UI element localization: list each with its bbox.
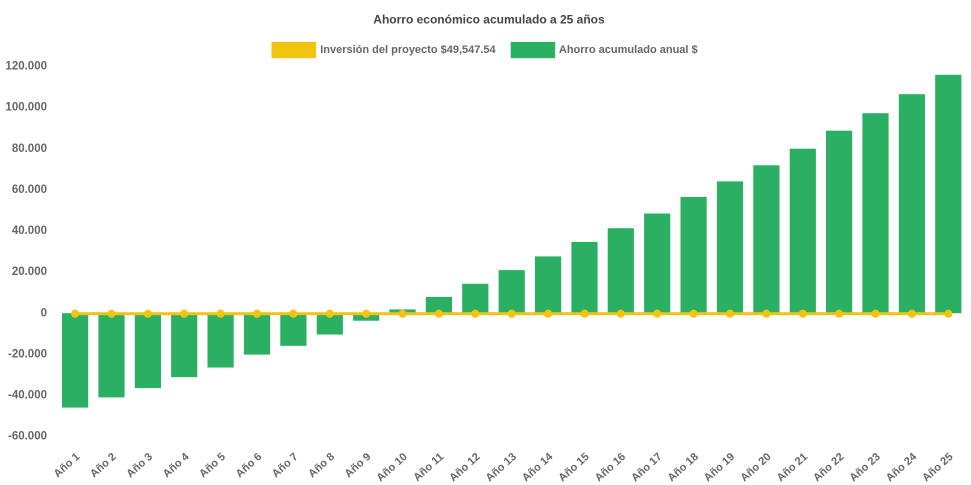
- svg-text:Año 6: Año 6: [234, 451, 265, 480]
- svg-text:Año 16: Año 16: [593, 451, 628, 484]
- svg-text:Año 3: Año 3: [124, 451, 155, 480]
- svg-text:-20.000: -20.000: [8, 348, 47, 360]
- svg-text:-40.000: -40.000: [8, 390, 47, 402]
- svg-text:40.000: 40.000: [12, 225, 47, 237]
- svg-text:Año 19: Año 19: [702, 451, 737, 484]
- svg-text:60.000: 60.000: [12, 184, 47, 196]
- svg-text:Ahorro económico acumulado a 2: Ahorro económico acumulado a 25 años: [373, 13, 605, 27]
- svg-text:Año 13: Año 13: [484, 451, 519, 484]
- svg-text:Año 15: Año 15: [556, 451, 591, 484]
- svg-text:Año 24: Año 24: [884, 450, 920, 484]
- svg-text:100.000: 100.000: [5, 102, 47, 114]
- svg-text:Año 18: Año 18: [666, 451, 701, 484]
- svg-text:Año 21: Año 21: [775, 451, 810, 484]
- svg-text:Inversión del proyecto $49,547: Inversión del proyecto $49,547.54: [320, 44, 496, 56]
- svg-text:Año 12: Año 12: [447, 451, 482, 484]
- svg-text:Año 8: Año 8: [306, 451, 337, 480]
- svg-text:Año 7: Año 7: [270, 451, 301, 480]
- svg-text:20.000: 20.000: [12, 266, 47, 278]
- svg-text:Año 4: Año 4: [161, 450, 192, 480]
- svg-text:0: 0: [41, 307, 47, 319]
- svg-text:Ahorro acumulado anual $: Ahorro acumulado anual $: [559, 44, 698, 56]
- svg-text:Año 17: Año 17: [629, 451, 664, 484]
- svg-text:Año 14: Año 14: [520, 450, 556, 484]
- svg-text:Año 5: Año 5: [197, 451, 228, 480]
- svg-text:Año 10: Año 10: [375, 451, 410, 484]
- svg-text:80.000: 80.000: [12, 143, 47, 155]
- svg-text:Año 1: Año 1: [52, 451, 83, 480]
- svg-text:Año 22: Año 22: [811, 451, 846, 484]
- svg-text:120.000: 120.000: [5, 61, 47, 73]
- svg-text:-60.000: -60.000: [8, 431, 47, 443]
- svg-text:Año 11: Año 11: [411, 451, 446, 484]
- svg-text:Año 25: Año 25: [920, 451, 955, 484]
- svg-text:Año 20: Año 20: [738, 451, 773, 484]
- svg-text:Año 23: Año 23: [848, 451, 883, 484]
- svg-text:Año 2: Año 2: [88, 451, 119, 480]
- svg-text:Año 9: Año 9: [343, 451, 374, 480]
